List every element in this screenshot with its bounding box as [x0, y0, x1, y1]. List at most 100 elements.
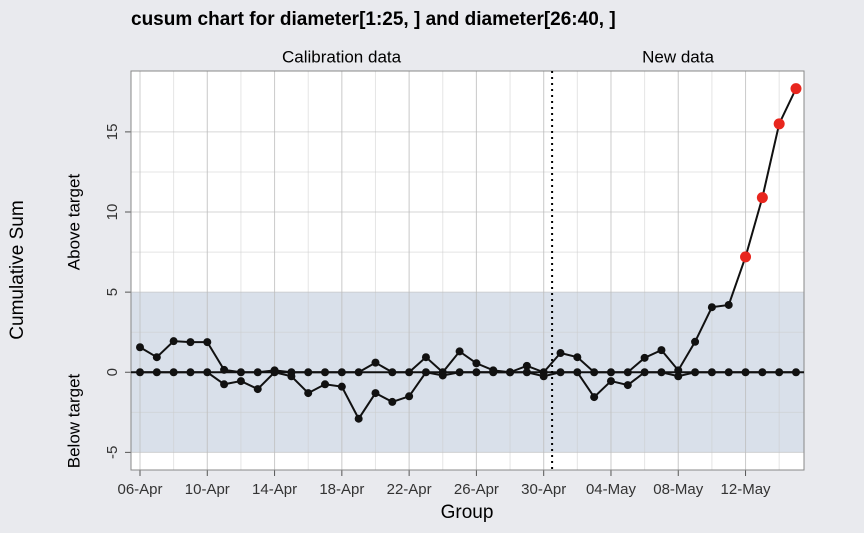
cusum-point [707, 303, 716, 312]
cusum-point [455, 347, 464, 356]
cusum-line [140, 371, 796, 421]
section-label: New data [642, 47, 714, 66]
y-tick-label: 10 [104, 204, 121, 221]
x-tick-label: 10-Apr [185, 481, 230, 498]
x-tick-label: 18-Apr [319, 481, 364, 498]
cusum-point [438, 371, 447, 380]
cusum-point [455, 368, 464, 377]
upper-label: Above target [64, 174, 83, 271]
cusum-point [152, 368, 161, 377]
cusum-point [691, 337, 700, 346]
cusum-point [522, 361, 531, 370]
cusum-point [741, 368, 750, 377]
cusum-point [724, 300, 733, 309]
cusum-point [623, 368, 632, 377]
cusum-point [792, 368, 800, 377]
cusum-point [773, 118, 785, 130]
cusum-point [136, 368, 144, 377]
cusum-point [186, 338, 195, 347]
x-tick-label: 12-May [721, 481, 772, 498]
cusum-point [775, 368, 784, 377]
cusum-point [371, 389, 380, 398]
chart-title: cusum chart for diameter[1:25, ] and dia… [131, 9, 616, 30]
cusum-point [756, 192, 768, 204]
cusum-point [236, 377, 245, 386]
x-axis-label: Group [441, 502, 494, 523]
cusum-point [236, 368, 245, 377]
cusum-point [253, 368, 262, 377]
cusum-point [388, 397, 397, 406]
cusum-point [674, 372, 683, 381]
cusum-point [556, 349, 565, 358]
cusum-point [270, 368, 279, 377]
cusum-point [674, 366, 683, 375]
cusum-point [287, 372, 296, 381]
cusum-point [472, 368, 481, 377]
cusum-point [539, 372, 548, 381]
cusum-point [758, 368, 767, 377]
x-tick-label: 14-Apr [252, 481, 297, 498]
cusum-point [421, 353, 430, 362]
cusum-point [337, 382, 346, 391]
cusum-point [220, 365, 229, 374]
cusum-point [790, 83, 802, 95]
cusum-point [169, 337, 178, 346]
cusum-point [337, 368, 346, 377]
cusum-point [186, 368, 195, 377]
cusum-point [354, 368, 363, 377]
x-tick-label: 22-Apr [387, 481, 432, 498]
cusum-point [371, 358, 380, 367]
cusum-point [606, 368, 615, 377]
plot-border [130, 70, 805, 471]
cusum-point [304, 389, 313, 398]
cusum-point [203, 338, 212, 347]
cusum-point [691, 368, 700, 377]
cusum-point [405, 368, 414, 377]
cusum-point [203, 368, 212, 377]
y-axis-label: Cumulative Sum [7, 200, 28, 339]
cusum-point [304, 368, 313, 377]
cusum-point [573, 368, 582, 377]
x-tick-label: 06-Apr [117, 481, 162, 498]
cusum-point [573, 353, 582, 362]
cusum-point [590, 393, 599, 402]
cusum-point [220, 380, 229, 389]
cusum-line [139, 88, 797, 374]
x-tick-label: 30-Apr [521, 481, 566, 498]
cusum-point [136, 343, 144, 352]
cusum-point [321, 368, 330, 377]
cusum-point [657, 346, 666, 355]
cusum-point [253, 385, 262, 394]
cusum-point [640, 353, 649, 362]
cusum-point [606, 377, 615, 386]
cusum-point [405, 392, 414, 401]
cusum-point [724, 368, 733, 377]
cusum-point [152, 353, 161, 362]
cusum-point [388, 368, 397, 377]
cusum-point [740, 251, 752, 263]
cusum-point [506, 368, 515, 377]
cusum-point [321, 380, 330, 389]
cusum-point [590, 368, 599, 377]
section-label: Calibration data [282, 47, 402, 66]
cusum-point [489, 368, 498, 377]
y-tick-label: 0 [104, 368, 121, 376]
y-tick-label: 5 [104, 288, 121, 296]
cusum-point [169, 368, 178, 377]
cusum-point [472, 359, 481, 368]
cusum-point [657, 368, 666, 377]
x-tick-label: 08-May [653, 481, 704, 498]
x-tick-label: 26-Apr [454, 481, 499, 498]
cusum-point [522, 368, 531, 377]
cusum-point [623, 381, 632, 390]
cusum-point [640, 368, 649, 377]
lower-label: Below target [64, 373, 83, 468]
cusum-point [421, 368, 430, 377]
y-tick-label: -5 [104, 446, 121, 459]
y-tick-label: 15 [104, 124, 121, 141]
cusum-point [354, 414, 363, 423]
x-tick-label: 04-May [586, 481, 637, 498]
cusum-point [556, 368, 565, 377]
cusum-point [707, 368, 716, 377]
